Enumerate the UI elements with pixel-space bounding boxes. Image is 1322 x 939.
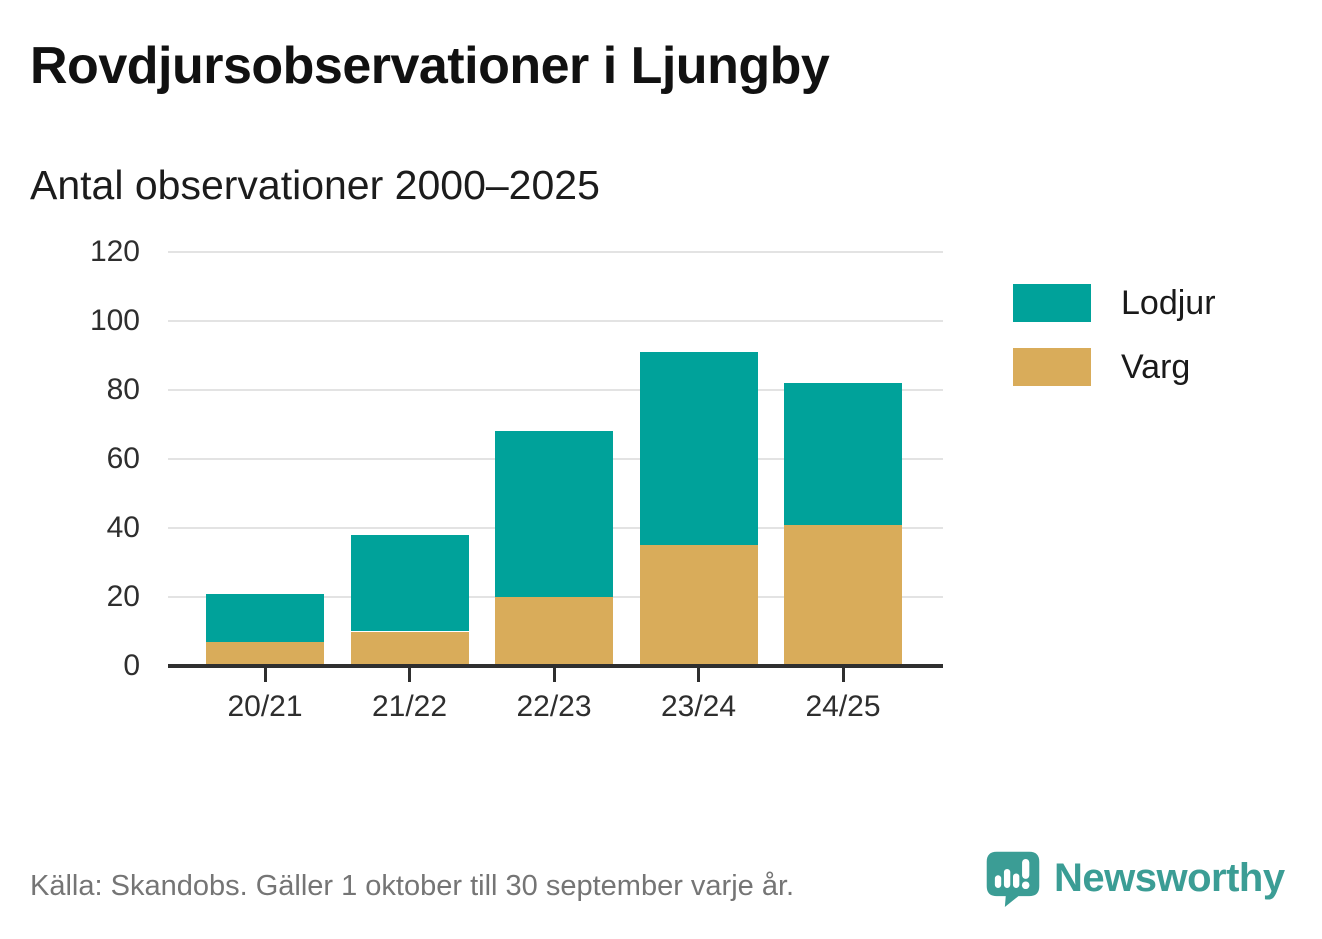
y-axis-tick-label: 40 (106, 511, 140, 544)
brand-logo: Newsworthy (984, 849, 1285, 907)
bar-segment (639, 545, 758, 666)
x-axis-tick-label: 20/21 (227, 690, 303, 723)
bar-segment (350, 534, 469, 632)
x-axis-tick (263, 668, 267, 682)
x-axis-tick-label: 21/22 (371, 690, 448, 723)
legend-swatch (1013, 284, 1091, 322)
y-axis-tick-label: 0 (123, 649, 140, 682)
chart-subtitle: Antal observationer 2000–2025 (30, 162, 600, 208)
y-axis-tick-label: 120 (89, 235, 140, 268)
bar-segment (495, 597, 613, 666)
x-axis-tick-label: 24/25 (805, 690, 881, 723)
source-note: Källa: Skandobs. Gäller 1 oktober till 3… (30, 870, 795, 902)
x-axis-tick (841, 668, 845, 682)
brand-name: Newsworthy (1054, 856, 1285, 900)
chart-legend: Lodjur Varg (1013, 284, 1216, 412)
x-axis-tick-label: 23/24 (660, 690, 737, 723)
bar-segment (206, 593, 324, 642)
bar-segment (784, 524, 902, 666)
page-title: Rovdjursobservationer i Ljungby (30, 37, 830, 95)
legend-label: Varg (1121, 348, 1191, 386)
gridline (168, 320, 943, 322)
legend-swatch (1013, 348, 1091, 386)
x-axis-tick (408, 668, 411, 682)
x-axis-tick (697, 668, 700, 682)
y-axis-tick-label: 100 (89, 304, 140, 337)
y-axis-tick-label: 20 (106, 580, 140, 613)
legend-item: Lodjur (1013, 284, 1216, 322)
legend-label: Lodjur (1121, 284, 1216, 322)
bar-segment (495, 431, 613, 597)
gridline (168, 251, 943, 253)
y-axis-tick-label: 60 (106, 442, 140, 475)
x-axis-tick-label: 22/23 (516, 690, 592, 723)
bar-segment (350, 631, 469, 666)
bar-segment (784, 383, 902, 525)
bar-segment (639, 352, 758, 546)
x-axis-line (168, 664, 943, 668)
bar-segment (206, 641, 324, 666)
newsworthy-logo-icon (986, 851, 1040, 907)
legend-item: Varg (1013, 348, 1216, 386)
gridline (168, 389, 943, 391)
y-axis-tick-label: 80 (106, 373, 140, 406)
x-axis-tick (552, 668, 556, 682)
